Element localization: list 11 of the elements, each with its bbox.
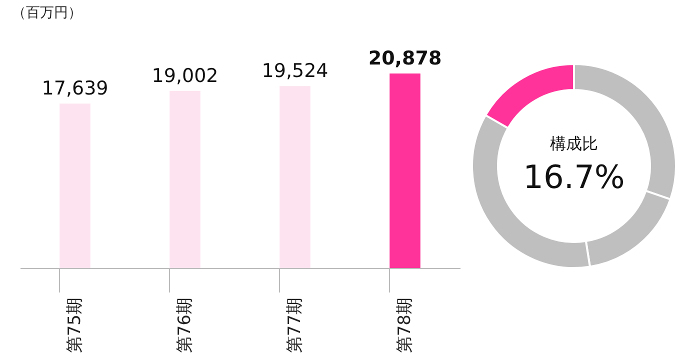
text: （百万円） — [12, 5, 82, 21]
data-label: 19,002 — [152, 64, 218, 87]
x-tick-label: 第76期 — [175, 298, 195, 354]
text: 構成比 — [550, 134, 598, 153]
x-tick-label: 第75期 — [65, 298, 85, 354]
data-label: 17,639 — [42, 78, 108, 100]
x-tick-label: 第78期 — [395, 298, 415, 354]
x-tick-label: 第77期 — [285, 298, 305, 354]
text: 16.7% — [523, 158, 625, 196]
data-label: 19,524 — [262, 60, 328, 82]
data-label: 20,878 — [368, 47, 442, 70]
